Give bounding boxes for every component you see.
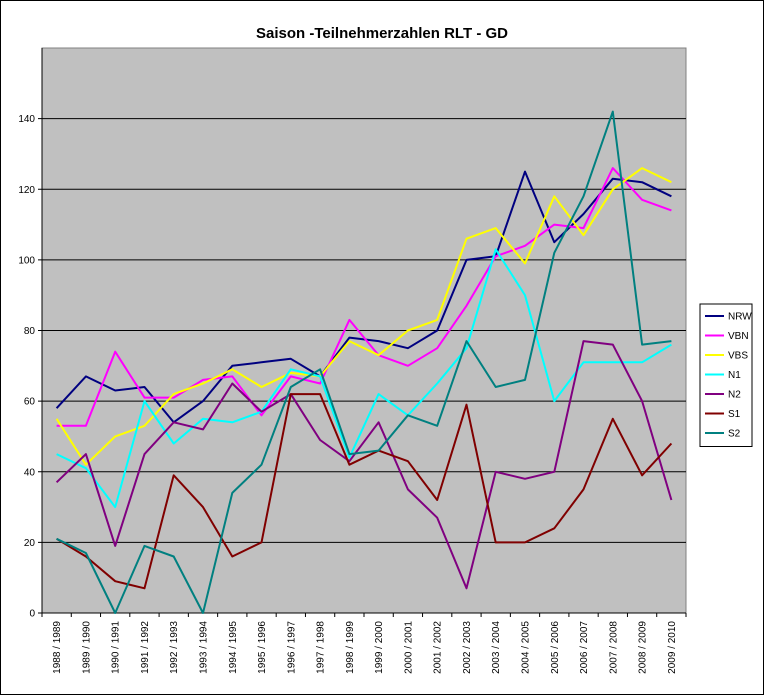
y-tick-label: 0 bbox=[29, 609, 35, 620]
x-tick-label: 1991 / 1992 bbox=[140, 621, 151, 674]
series-line-n2 bbox=[55, 340, 673, 590]
y-tick-label: 140 bbox=[18, 114, 35, 125]
x-tick-label: 2009 / 2010 bbox=[667, 621, 678, 674]
chart-title: Saison -Teilnehmerzahlen RLT - GD bbox=[256, 25, 508, 42]
series-lines bbox=[55, 110, 673, 614]
series-line-s2 bbox=[56, 110, 672, 614]
x-tick-label: 1998 / 1999 bbox=[345, 621, 356, 674]
x-tick-label: 2005 / 2006 bbox=[550, 621, 561, 674]
y-tick-label: 20 bbox=[24, 538, 36, 549]
y-tick-label: 100 bbox=[18, 255, 35, 266]
x-tick-label: 2007 / 2008 bbox=[608, 621, 619, 674]
y-tick-label: 120 bbox=[18, 185, 35, 196]
gridlines bbox=[42, 118, 686, 543]
series-line-nrw bbox=[55, 170, 672, 424]
x-tick-label: 1990 / 1991 bbox=[111, 621, 122, 674]
x-tick-label: 2001 / 2002 bbox=[433, 621, 444, 674]
legend-label-n1: N1 bbox=[728, 370, 741, 381]
x-tick-label: 2003 / 2004 bbox=[491, 621, 502, 674]
legend-label-n2: N2 bbox=[728, 390, 741, 401]
x-tick-label: 1989 / 1990 bbox=[81, 621, 92, 674]
x-tick-label: 2008 / 2009 bbox=[638, 621, 649, 674]
x-tick-label: 1997 / 1998 bbox=[316, 621, 327, 674]
y-tick-label: 60 bbox=[24, 397, 36, 408]
x-tick-label: 1996 / 1997 bbox=[286, 621, 297, 674]
legend-label-s2: S2 bbox=[728, 429, 741, 440]
legend-label-s1: S1 bbox=[728, 409, 741, 420]
y-tick-label: 80 bbox=[24, 326, 36, 337]
x-tick-label: 2002 / 2003 bbox=[462, 621, 473, 674]
x-tick-label: 1992 / 1993 bbox=[169, 621, 180, 674]
x-tick-label: 1995 / 1996 bbox=[257, 621, 268, 674]
x-tick-label: 1988 / 1989 bbox=[52, 621, 63, 674]
axes: 0 20 40 60 80 100 120 140 1988 / 1989 1989 / 1990… bbox=[18, 48, 687, 674]
x-tick-label: 1999 / 2000 bbox=[374, 621, 385, 674]
x-tick-label: 1993 / 1994 bbox=[199, 621, 210, 674]
series-line-s1 bbox=[56, 393, 673, 590]
legend-label-nrw: NRW bbox=[728, 312, 752, 323]
legend-label-vbn: VBN bbox=[728, 331, 749, 342]
y-tick-label: 40 bbox=[24, 467, 36, 478]
x-tick-label: 2000 / 2001 bbox=[403, 621, 414, 674]
series-line-n1 bbox=[56, 248, 672, 509]
x-tick-label: 2004 / 2005 bbox=[521, 621, 532, 674]
legend: NRW VBN VBS N1 N2 S1 S2 bbox=[699, 303, 753, 447]
series-line-vbs bbox=[55, 167, 672, 466]
x-tick-label: 2006 / 2007 bbox=[579, 621, 590, 674]
x-tick-label: 1994 / 1995 bbox=[228, 621, 239, 674]
legend-label-vbs: VBS bbox=[728, 351, 748, 362]
